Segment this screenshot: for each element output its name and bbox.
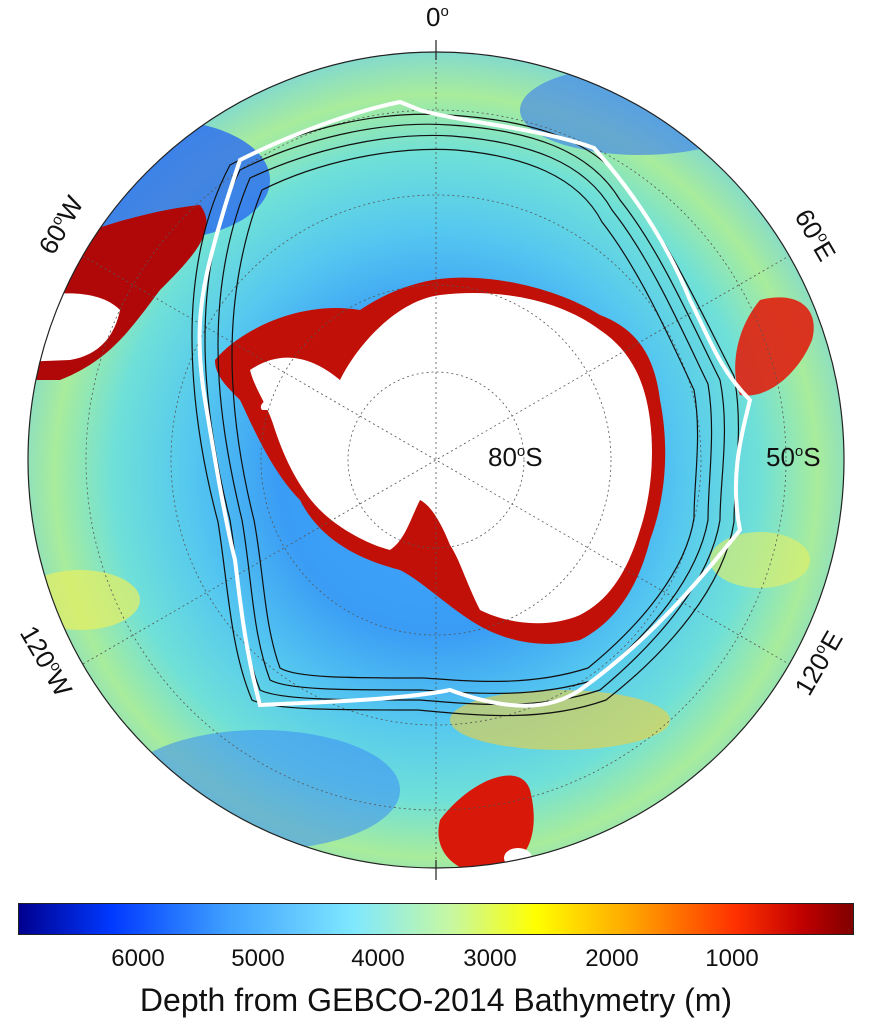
colorbar-tick-label: 5000 (231, 945, 285, 972)
antarctic-peninsula (260, 380, 345, 410)
longitude-label-0: 0o (426, 2, 449, 32)
colorbar-tick-label: 2000 (585, 945, 639, 972)
deep-patch (520, 65, 760, 155)
deep-patch (120, 730, 400, 850)
colorbar-tick-label: 6000 (111, 945, 165, 972)
white-front-line (197, 99, 753, 708)
depth-colorbar (18, 903, 854, 935)
latitude-label-80s: 80oS (488, 442, 543, 472)
colorbar-tick-label: 3000 (463, 945, 517, 972)
colorbar-tick-label: 4000 (351, 945, 405, 972)
kerguelen-plateau (735, 297, 814, 396)
campbell-plateau (438, 775, 534, 868)
shallow-patch (710, 532, 810, 588)
colorbar-tick-label: 1000 (705, 945, 759, 972)
colorbar-label: Depth from GEBCO-2014 Bathymetry (m) (139, 982, 733, 1018)
antarctica-land (250, 293, 652, 624)
latitude-label-50s: 50oS (766, 442, 821, 472)
